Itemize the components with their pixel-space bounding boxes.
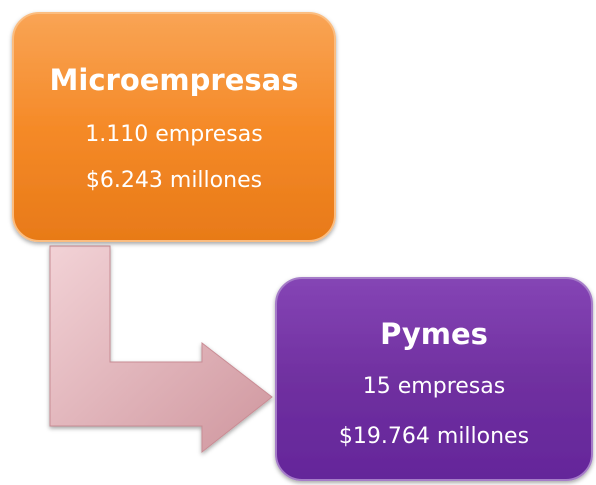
pymes-box xyxy=(275,277,593,481)
node-line: $19.764 millones xyxy=(339,424,529,449)
node-line: $6.243 millones xyxy=(86,168,262,193)
node-title: Microempresas xyxy=(50,63,299,97)
node-line: 1.110 empresas xyxy=(85,122,262,147)
microempresas-box xyxy=(12,12,336,242)
node-title: Pymes xyxy=(380,317,488,351)
node-line: 15 empresas xyxy=(363,374,505,399)
elbow-arrow xyxy=(49,245,273,454)
